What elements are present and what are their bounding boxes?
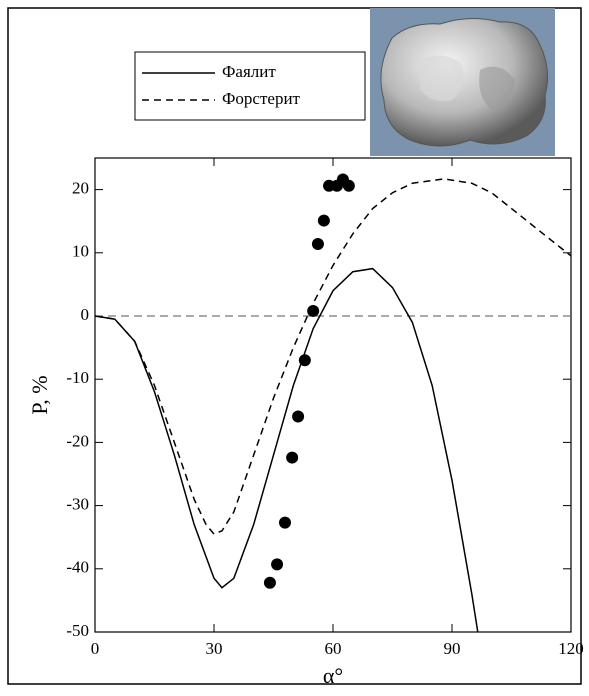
data-point xyxy=(342,179,355,192)
y-tick-label: 10 xyxy=(72,242,89,261)
particle-image xyxy=(370,8,555,156)
x-tick-label: 120 xyxy=(558,639,584,658)
y-tick-label: -20 xyxy=(66,431,89,450)
data-point xyxy=(279,516,292,529)
legend-box xyxy=(134,51,366,121)
x-axis-label: α° xyxy=(323,663,343,688)
outer-frame xyxy=(7,7,582,685)
data-point xyxy=(317,214,330,227)
data-point xyxy=(292,410,305,423)
x-tick-label: 30 xyxy=(206,639,223,658)
series-line xyxy=(95,178,571,535)
y-axis-label: P, % xyxy=(27,375,52,414)
y-tick-label: -40 xyxy=(66,558,89,577)
series-line xyxy=(95,267,479,632)
data-point xyxy=(271,558,284,571)
x-tick-label: 60 xyxy=(325,639,342,658)
x-tick-label: 0 xyxy=(91,639,100,658)
y-tick-label: 0 xyxy=(81,305,90,324)
y-tick-label: 20 xyxy=(72,179,89,198)
plot-frame xyxy=(94,157,572,633)
y-tick-label: -30 xyxy=(66,495,89,514)
data-point xyxy=(286,451,299,464)
data-point xyxy=(311,237,324,250)
x-tick-label: 90 xyxy=(444,639,461,658)
data-point xyxy=(298,354,311,367)
data-point xyxy=(307,304,320,317)
data-point xyxy=(263,576,276,589)
legend-label: Фаялит xyxy=(222,62,276,81)
y-tick-label: -10 xyxy=(66,368,89,387)
legend-label: Форстерит xyxy=(222,89,301,108)
y-tick-label: -50 xyxy=(66,621,89,640)
